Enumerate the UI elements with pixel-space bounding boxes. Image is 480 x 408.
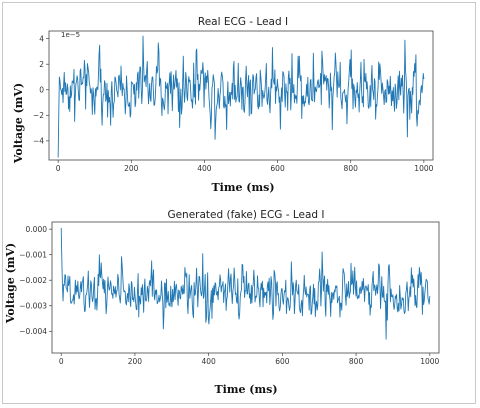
y-offset-label: 1e−5 <box>61 31 80 39</box>
x-tick-label: 600 <box>275 357 290 366</box>
y-axis-label: Voltage (mV) <box>4 243 17 324</box>
y-tick-label: 0.000 <box>26 225 48 234</box>
x-tick-label: 0 <box>59 357 64 366</box>
x-tick-label: 400 <box>197 164 212 173</box>
y-tick-label: −0.002 <box>19 276 47 285</box>
y-axis-label: Voltage (mV) <box>12 83 25 164</box>
x-tick-label: 1000 <box>420 357 439 366</box>
x-tick-label: 200 <box>124 164 139 173</box>
x-tick-label: 800 <box>349 357 364 366</box>
chart-title: Generated (fake) ECG - Lead I <box>167 209 324 221</box>
x-tick-label: 400 <box>201 357 216 366</box>
axes-frame <box>48 30 434 161</box>
y-tick-label: −0.003 <box>19 301 47 310</box>
y-tick-label: −4 <box>33 136 44 145</box>
x-tick-label: 1000 <box>414 164 433 173</box>
ecg-series-line <box>57 35 425 158</box>
y-tick-label: −0.001 <box>19 250 47 259</box>
x-tick-label: 0 <box>56 164 61 173</box>
y-tick-label: 0 <box>39 85 44 94</box>
y-tick-label: −2 <box>33 111 44 120</box>
y-tick-label: 4 <box>39 34 44 43</box>
plot-area <box>57 35 425 158</box>
ecg-series-line <box>60 227 431 340</box>
generated-ecg-chart: Generated (fake) ECG - Lead I Voltage (m… <box>4 209 440 396</box>
axes-frame <box>51 221 440 354</box>
y-tick-label: 2 <box>39 60 44 69</box>
x-tick-label: 600 <box>270 164 285 173</box>
real-ecg-chart: Real ECG - Lead I 1e−5 Voltage (mV) Time… <box>12 16 434 194</box>
y-tick-label: −0.004 <box>19 327 47 336</box>
plot-area <box>60 227 431 340</box>
x-tick-label: 200 <box>128 357 143 366</box>
x-axis-label: Time (ms) <box>214 383 277 396</box>
chart-title: Real ECG - Lead I <box>198 16 288 28</box>
axis-ticks: 0 200 400 600 800 1000 4 2 0 −2 −4 <box>33 34 434 173</box>
axis-ticks: 0 200 400 600 800 1000 0.000 −0.001 −0.002 −0.003… <box>19 225 439 366</box>
x-tick-label: 800 <box>344 164 359 173</box>
x-axis-label: Time (ms) <box>211 181 274 194</box>
